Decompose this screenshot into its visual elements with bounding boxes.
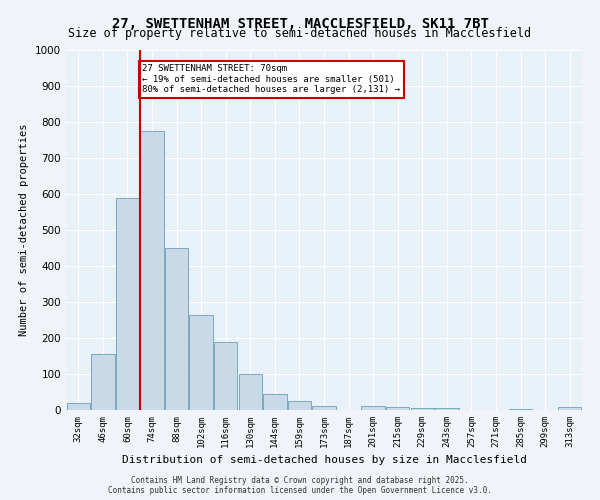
Bar (67, 403, 90, 410)
Bar (214, 342, 238, 410)
Bar (140, 131, 164, 410)
Text: Contains HM Land Registry data © Crown copyright and database right 2025.
Contai: Contains HM Land Registry data © Crown c… (108, 476, 492, 495)
Bar (558, 408, 581, 410)
Bar (410, 408, 434, 410)
Bar (313, 406, 335, 410)
Text: 27 SWETTENHAM STREET: 70sqm
← 19% of semi-detached houses are smaller (501)
80% : 27 SWETTENHAM STREET: 70sqm ← 19% of sem… (142, 64, 400, 94)
Text: 27, SWETTENHAM STREET, MACCLESFIELD, SK11 7BT: 27, SWETTENHAM STREET, MACCLESFIELD, SK1… (112, 18, 488, 32)
X-axis label: Distribution of semi-detached houses by size in Macclesfield: Distribution of semi-detached houses by … (121, 456, 527, 466)
Bar (435, 408, 458, 410)
Bar (239, 374, 262, 410)
Text: Size of property relative to semi-detached houses in Macclesfield: Size of property relative to semi-detach… (68, 28, 532, 40)
Bar (190, 314, 213, 410)
Y-axis label: Number of semi-detached properties: Number of semi-detached properties (19, 124, 29, 336)
Bar (288, 401, 311, 410)
Bar (386, 408, 409, 410)
Bar (116, 198, 139, 410)
Bar (263, 394, 287, 410)
Bar (91, 354, 115, 410)
Bar (361, 406, 385, 410)
Bar (165, 248, 188, 410)
